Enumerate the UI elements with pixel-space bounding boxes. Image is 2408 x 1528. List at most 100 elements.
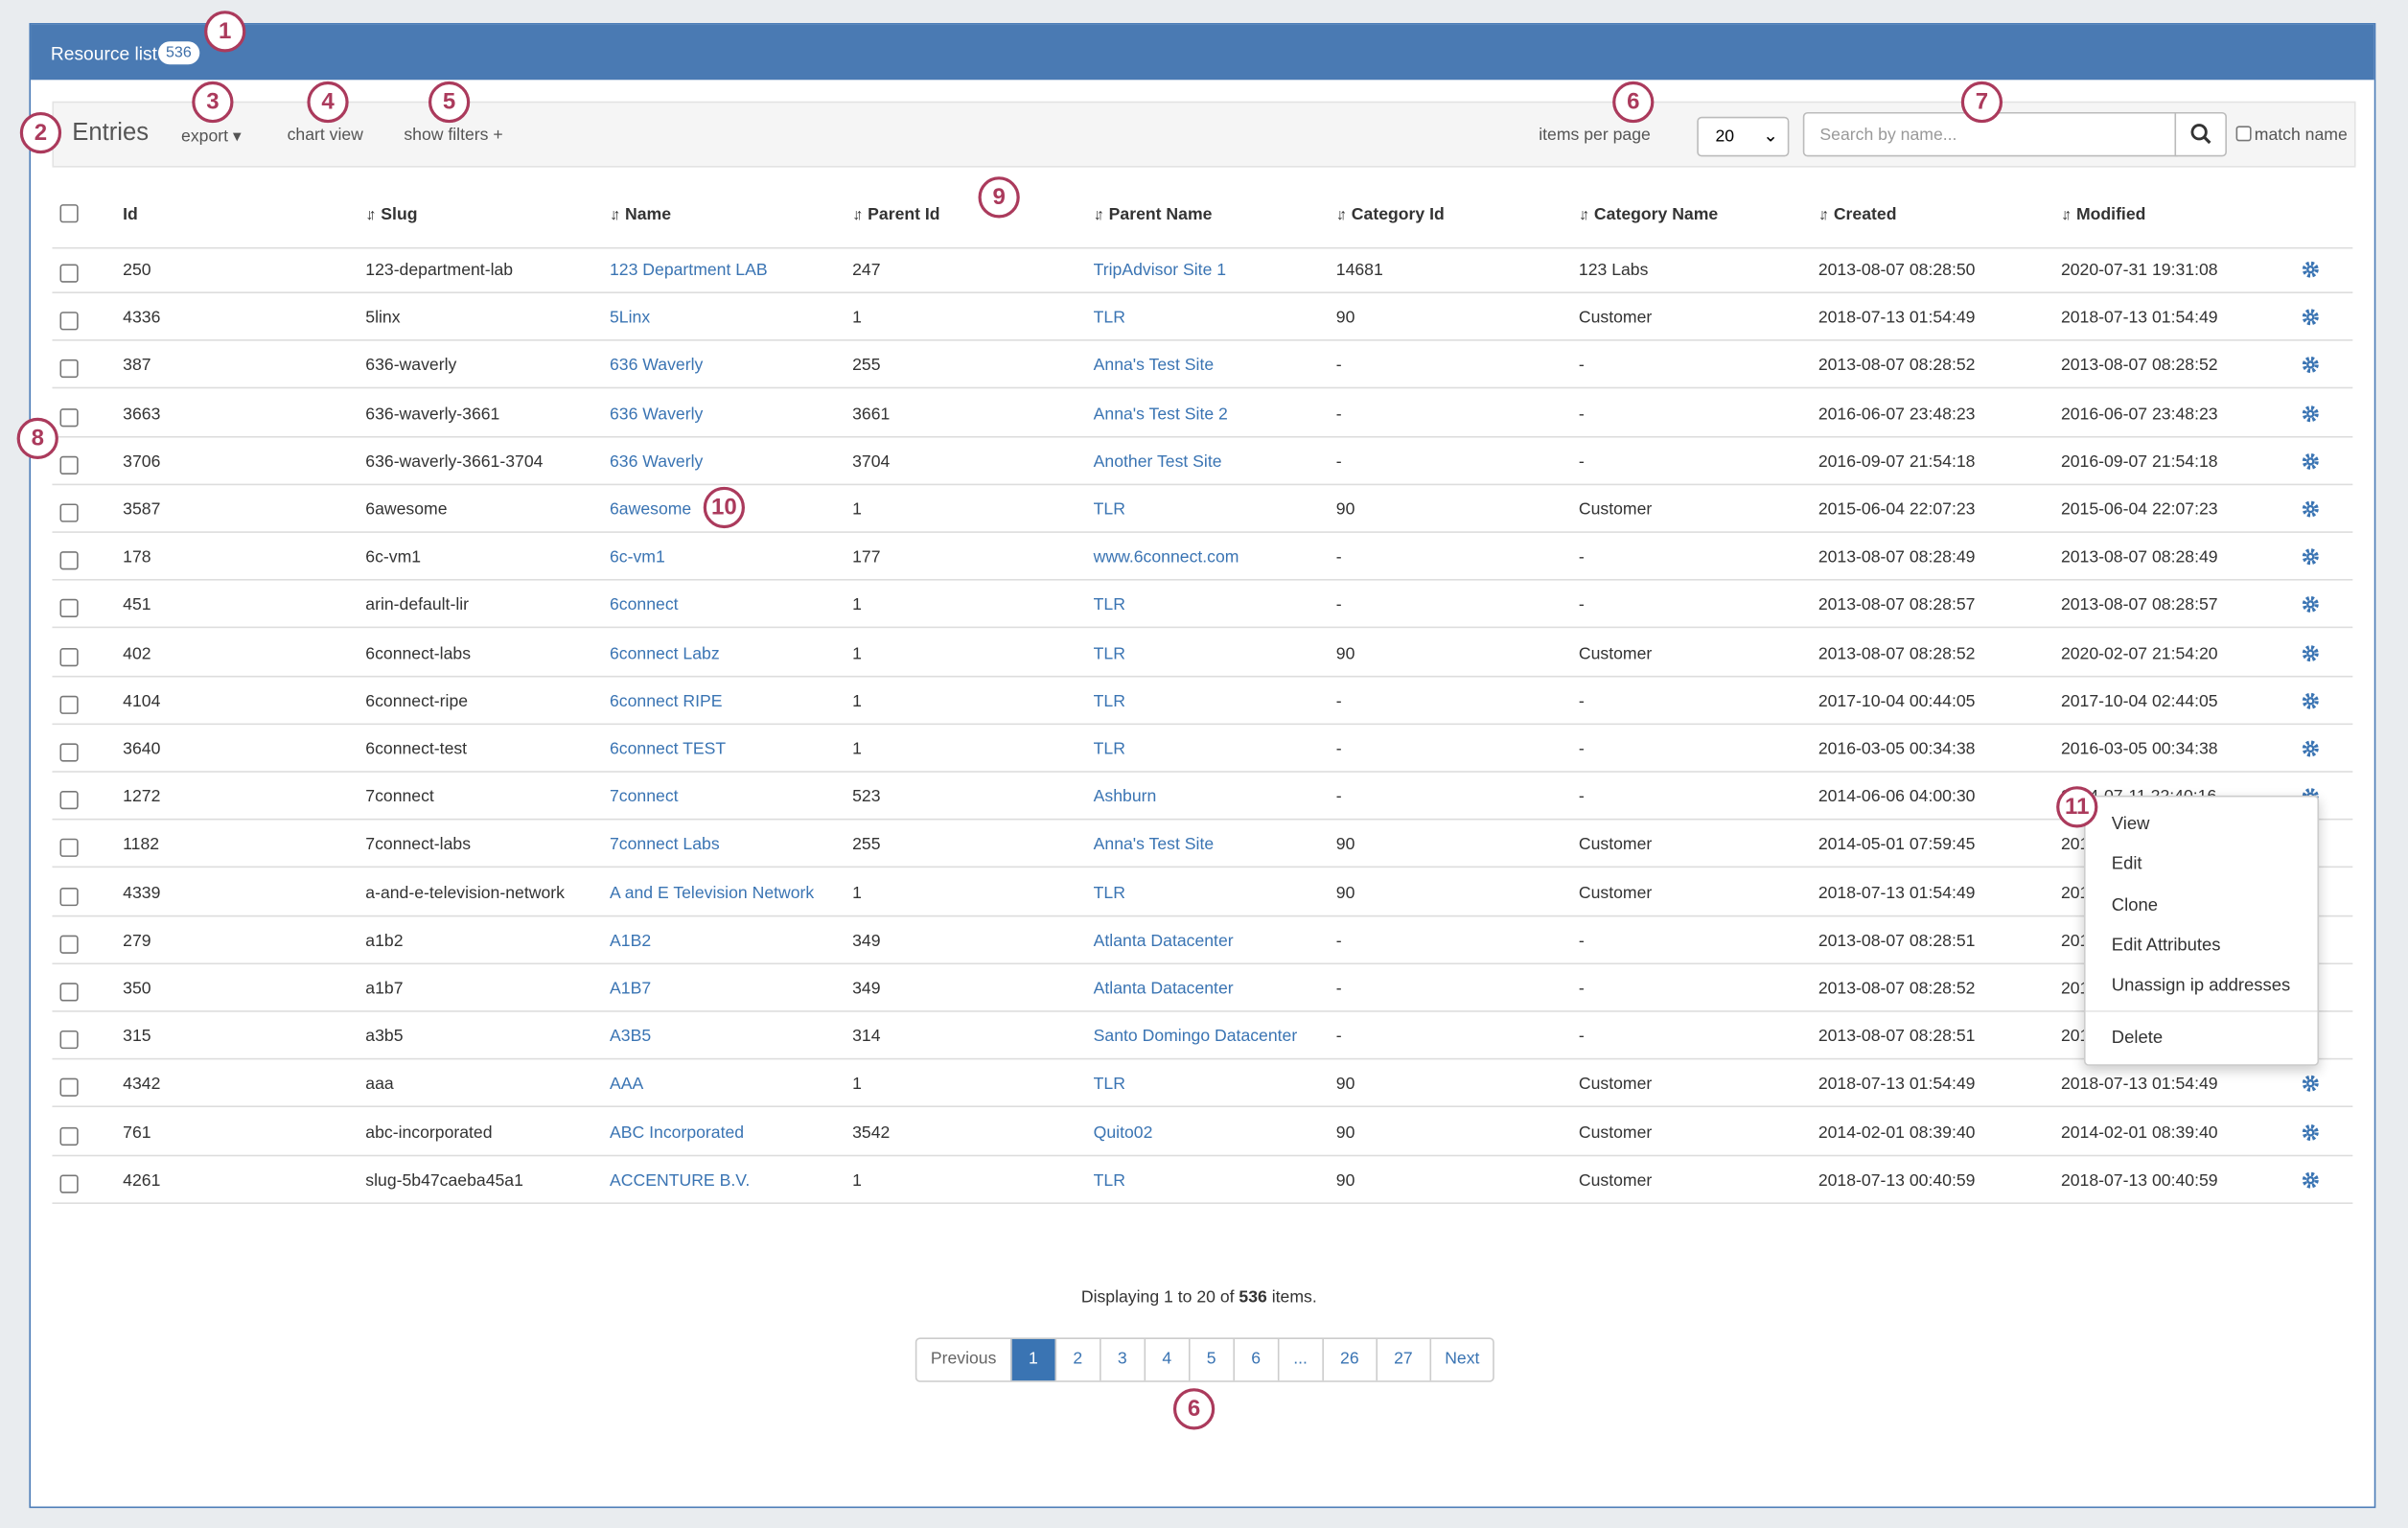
gear-button[interactable]: [2301, 1074, 2321, 1094]
cell[interactable]: TLR: [1093, 644, 1125, 663]
page-button[interactable]: 26: [1322, 1338, 1376, 1381]
ipp-select[interactable]: 20 ⌄: [1697, 116, 1790, 157]
page-button[interactable]: Next: [1429, 1338, 1493, 1381]
cell[interactable]: TLR: [1093, 1076, 1125, 1095]
row-checkbox[interactable]: [59, 887, 79, 906]
row-checkbox[interactable]: [59, 839, 79, 858]
row-checkbox[interactable]: [59, 1126, 79, 1146]
page-button[interactable]: ...: [1277, 1338, 1322, 1381]
column-header[interactable]: ↓↑ Modified: [2061, 206, 2145, 224]
export[interactable]: export ▾: [181, 127, 242, 147]
cell[interactable]: Ashburn: [1093, 788, 1157, 807]
row-checkbox[interactable]: [59, 264, 79, 283]
cell[interactable]: TLR: [1093, 309, 1125, 328]
cell[interactable]: ACCENTURE B.V.: [610, 1171, 751, 1191]
page-button[interactable]: 1: [1009, 1338, 1055, 1381]
row-checkbox[interactable]: [59, 647, 79, 666]
cell[interactable]: 5Linx: [610, 309, 651, 328]
cell[interactable]: TLR: [1093, 1171, 1125, 1191]
menu-item[interactable]: Delete: [2111, 1029, 2164, 1048]
row-checkbox[interactable]: [59, 743, 79, 762]
row-checkbox[interactable]: [59, 503, 79, 522]
gear-button[interactable]: [2301, 547, 2321, 567]
row-checkbox[interactable]: [59, 1030, 79, 1050]
cell[interactable]: 6connect TEST: [610, 740, 727, 759]
cell[interactable]: Atlanta Datacenter: [1093, 932, 1234, 951]
menu-item[interactable]: Unassign ip addresses: [2111, 976, 2291, 996]
cell[interactable]: 6connect RIPE: [610, 692, 723, 711]
cell[interactable]: 636 Waverly: [610, 405, 704, 424]
cell[interactable]: Anna's Test Site: [1093, 836, 1215, 855]
match-checkbox[interactable]: [2235, 126, 2252, 142]
gear-button[interactable]: [2301, 595, 2321, 615]
gear-button[interactable]: [2301, 1122, 2321, 1142]
row-checkbox[interactable]: [59, 1174, 79, 1193]
cell[interactable]: A and E Television Network: [610, 884, 815, 903]
cell[interactable]: 636 Waverly: [610, 452, 704, 472]
column-header[interactable]: ↓↑ Category Name: [1579, 206, 1718, 224]
cell[interactable]: 636 Waverly: [610, 357, 704, 376]
page-button[interactable]: 4: [1144, 1338, 1188, 1381]
row-checkbox[interactable]: [59, 407, 79, 427]
row-checkbox[interactable]: [59, 983, 79, 1002]
page-button[interactable]: 3: [1099, 1338, 1144, 1381]
cell[interactable]: 6connect Labz: [610, 644, 720, 663]
cell[interactable]: 6connect: [610, 596, 679, 615]
gear-button[interactable]: [2301, 691, 2321, 711]
cell[interactable]: 123 Department LAB: [610, 261, 768, 280]
show-filters[interactable]: show filters +: [404, 126, 503, 145]
row-checkbox[interactable]: [59, 695, 79, 714]
row-checkbox[interactable]: [59, 935, 79, 954]
cell[interactable]: Santo Domingo Datacenter: [1093, 1028, 1298, 1047]
cell[interactable]: TLR: [1093, 596, 1125, 615]
cell[interactable]: TLR: [1093, 500, 1125, 520]
column-header[interactable]: ↓↑ Category Id: [1336, 206, 1445, 224]
row-checkbox[interactable]: [59, 312, 79, 331]
cell[interactable]: 6awesome: [610, 500, 692, 520]
cell[interactable]: Another Test Site: [1093, 452, 1222, 472]
cell[interactable]: TLR: [1093, 884, 1125, 903]
cell[interactable]: Atlanta Datacenter: [1093, 980, 1234, 999]
gear-button[interactable]: [2301, 451, 2321, 472]
chart-view[interactable]: chart view: [287, 126, 363, 145]
menu-item[interactable]: Edit: [2111, 855, 2142, 874]
cell[interactable]: 6c-vm1: [610, 548, 665, 567]
page-button[interactable]: Previous: [930, 1350, 997, 1369]
column-header[interactable]: ↓↑ Parent Id: [852, 206, 939, 224]
cell[interactable]: 7connect: [610, 788, 679, 807]
column-header[interactable]: ↓↑ Slug: [365, 206, 417, 224]
gear-button[interactable]: [2301, 356, 2321, 376]
column-header[interactable]: ↓↑ Name: [610, 206, 671, 224]
cell[interactable]: TripAdvisor Site 1: [1093, 261, 1227, 280]
row-checkbox[interactable]: [59, 359, 79, 379]
cell[interactable]: Quito02: [1093, 1123, 1153, 1143]
cell[interactable]: Anna's Test Site: [1093, 357, 1215, 376]
page-button[interactable]: 5: [1188, 1338, 1233, 1381]
cell[interactable]: A1B2: [610, 932, 652, 951]
gear-button[interactable]: [2301, 260, 2321, 280]
export-text[interactable]: export: [181, 127, 229, 147]
page-button[interactable]: 2: [1054, 1338, 1099, 1381]
gear-button[interactable]: [2301, 1169, 2321, 1190]
page-button[interactable]: 6: [1233, 1338, 1277, 1381]
cell[interactable]: TLR: [1093, 740, 1125, 759]
row-checkbox[interactable]: [59, 791, 79, 810]
cell[interactable]: Anna's Test Site 2: [1093, 405, 1228, 424]
gear-button[interactable]: [2301, 643, 2321, 663]
cell[interactable]: 7connect Labs: [610, 836, 720, 855]
row-checkbox[interactable]: [59, 551, 79, 570]
gear-button[interactable]: [2301, 308, 2321, 328]
menu-item[interactable]: View: [2111, 815, 2150, 834]
cell[interactable]: AAA: [610, 1076, 644, 1095]
cell[interactable]: A1B7: [610, 980, 652, 999]
search-button[interactable]: [2174, 111, 2227, 157]
gear-button[interactable]: [2301, 499, 2321, 520]
menu-item[interactable]: Edit Attributes: [2111, 937, 2221, 956]
column-header[interactable]: ↓↑ Created: [1818, 206, 1897, 224]
cell[interactable]: www.6connect.com: [1093, 548, 1239, 567]
row-checkbox[interactable]: [59, 455, 79, 475]
cell[interactable]: TLR: [1093, 692, 1125, 711]
gear-button[interactable]: [2301, 404, 2321, 424]
row-checkbox[interactable]: [59, 599, 79, 618]
cell[interactable]: A3B5: [610, 1028, 652, 1047]
